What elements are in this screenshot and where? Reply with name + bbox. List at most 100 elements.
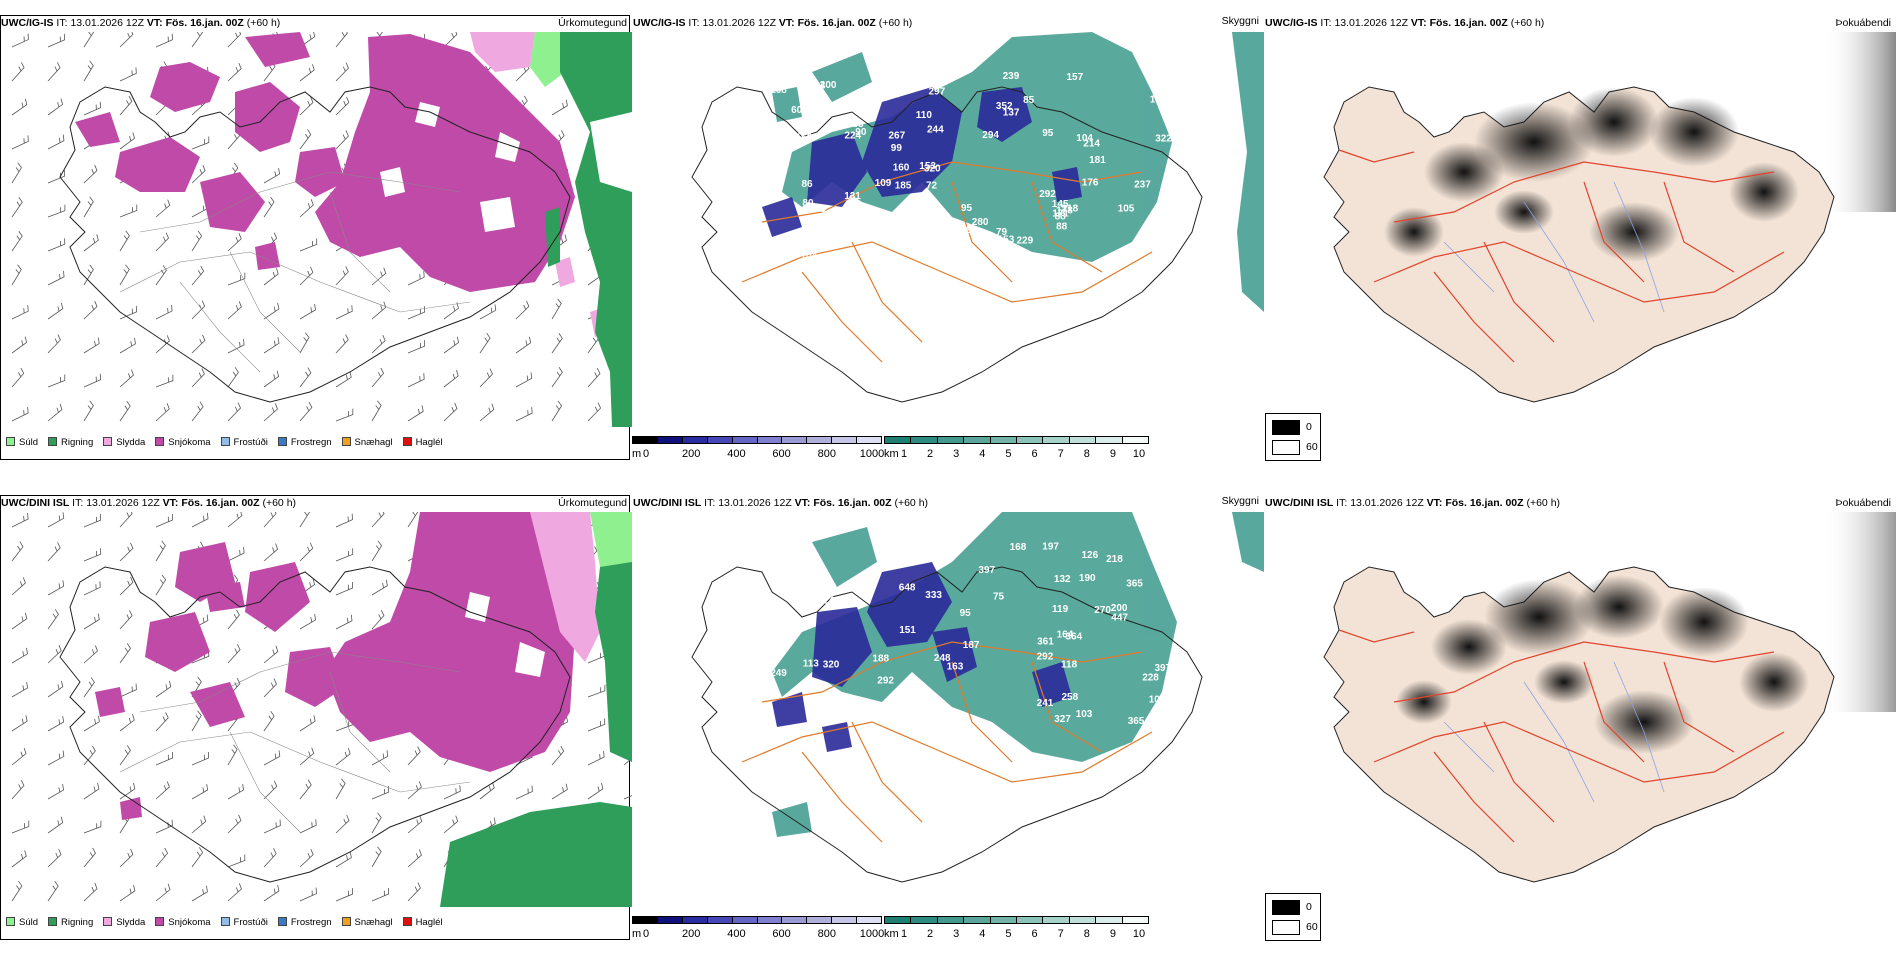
visibility-value: 397: [1155, 663, 1172, 674]
fog-legend-white: [1272, 920, 1300, 935]
legend-label: Rigning: [61, 437, 94, 448]
visibility-value: 181: [1089, 155, 1106, 166]
visibility-value: 249: [770, 668, 787, 679]
visibility-value: 250: [811, 716, 828, 727]
low-visibility-m: [772, 562, 1072, 752]
visibility-value: 187: [963, 640, 980, 651]
visibility-value: 274: [906, 212, 923, 223]
wind-barb: [551, 400, 563, 422]
visibility-value: 151: [899, 625, 916, 636]
visibility-value: 218: [1062, 204, 1079, 215]
wind-barb: [407, 849, 422, 868]
visibility-value: 228: [1142, 673, 1159, 684]
visibility-value: 197: [1042, 542, 1059, 553]
legend-label: Haglél: [415, 437, 443, 448]
wind-barb: [47, 98, 63, 116]
wind-barb: [119, 305, 137, 320]
wind-barb: [263, 819, 281, 834]
legend-swatch: [48, 917, 58, 926]
wind-barb: [11, 197, 23, 218]
wind-barb: [227, 338, 245, 354]
legend-swatch: [402, 437, 412, 446]
visibility-value: 122: [946, 731, 963, 742]
wind-barb: [11, 612, 28, 630]
visibility-value: 177: [819, 703, 836, 714]
roads: [119, 171, 471, 373]
colorbar-tick: 200: [682, 928, 701, 940]
wind-barb: [299, 32, 316, 48]
legend-swatch: [103, 437, 113, 446]
wind-barb: [227, 814, 242, 834]
wind-barb: [407, 746, 421, 766]
wind-barb: [515, 336, 532, 354]
wind-barb: [119, 610, 133, 630]
wind-barb: [191, 32, 203, 48]
wind-barb: [155, 819, 173, 834]
wind-barb: [443, 336, 460, 354]
visibility-value: 96: [966, 225, 978, 236]
precip-type-map: [11, 512, 632, 907]
visibility-value: 153: [998, 234, 1015, 245]
colorbar-tick: 0: [642, 448, 650, 460]
wind-barb: [83, 677, 95, 698]
visibility-value: 88: [1055, 211, 1067, 222]
wind-barb: [335, 266, 349, 286]
visibility-value: 85: [1023, 95, 1035, 106]
colorbar-tick: 3: [953, 448, 960, 460]
wind-barb: [83, 715, 100, 732]
wind-barb: [479, 304, 497, 320]
visibility-value: 164: [809, 80, 826, 91]
colorbar-tick: 10: [1132, 448, 1146, 460]
visibility-value: 86: [802, 179, 814, 190]
wind-barb: [551, 99, 568, 116]
legend-label: Snæhagl: [354, 437, 393, 448]
wind-barb: [299, 613, 316, 630]
wind-barb: [11, 62, 25, 82]
wind-barb: [443, 815, 459, 834]
colorbar-tick: 3: [953, 928, 960, 940]
wind-barb: [371, 786, 390, 800]
colorbar-m: [632, 916, 882, 924]
colorbar-tick: 2: [927, 448, 934, 460]
wind-barb: [299, 129, 312, 150]
precip-type-legend: Súld Rigning Slydda Snjókoma Frostúði Frostre…: [6, 437, 453, 451]
wind-barb: [335, 851, 352, 868]
legend-label: Haglél: [415, 917, 443, 928]
wind-barb: [119, 884, 136, 902]
legend-item: Haglél: [402, 917, 443, 928]
precip-type-panel-row2: UWC/DINI ISL IT: 13.01.2026 12Z VT: Fös.…: [0, 480, 632, 955]
visibility-value: 119: [1052, 604, 1069, 615]
visibility-value: 105: [1118, 203, 1135, 214]
wind-barb: [371, 512, 385, 528]
wind-barb: [83, 164, 98, 184]
colorbar-tick: 0: [642, 928, 650, 940]
wind-barb: [551, 298, 562, 320]
legend-swatch: [341, 917, 351, 926]
wind-barb: [155, 540, 166, 562]
wind-barb: [191, 300, 206, 320]
wind-barb: [155, 374, 174, 388]
rain-area: [560, 32, 632, 427]
colorbar-tick: 6: [1031, 928, 1038, 940]
wind-barb: [47, 609, 59, 630]
wind-barb: [299, 512, 311, 528]
wind-barb: [11, 541, 24, 562]
legend-swatch: [6, 917, 15, 926]
visibility-m-colorbar: m 0 200 400 600 800 1000: [632, 436, 892, 466]
wind-barb: [155, 265, 167, 286]
fog-legend-black: [1272, 420, 1300, 435]
visibility-value: 200: [820, 80, 837, 91]
wind-barb: [371, 610, 385, 630]
wind-barb: [299, 303, 316, 320]
visibility-value: 163: [947, 661, 964, 672]
visibility-value: 148: [839, 216, 856, 227]
wind-barb: [155, 199, 171, 218]
wind-barb: [47, 302, 64, 320]
wind-barb: [191, 265, 205, 286]
wind-barb: [299, 542, 314, 562]
wind-barb: [155, 403, 170, 422]
wind-barb: [371, 400, 382, 422]
wind-barb: [11, 336, 28, 354]
wind-barb: [11, 647, 28, 664]
legend-label: Frostúði: [233, 437, 268, 448]
